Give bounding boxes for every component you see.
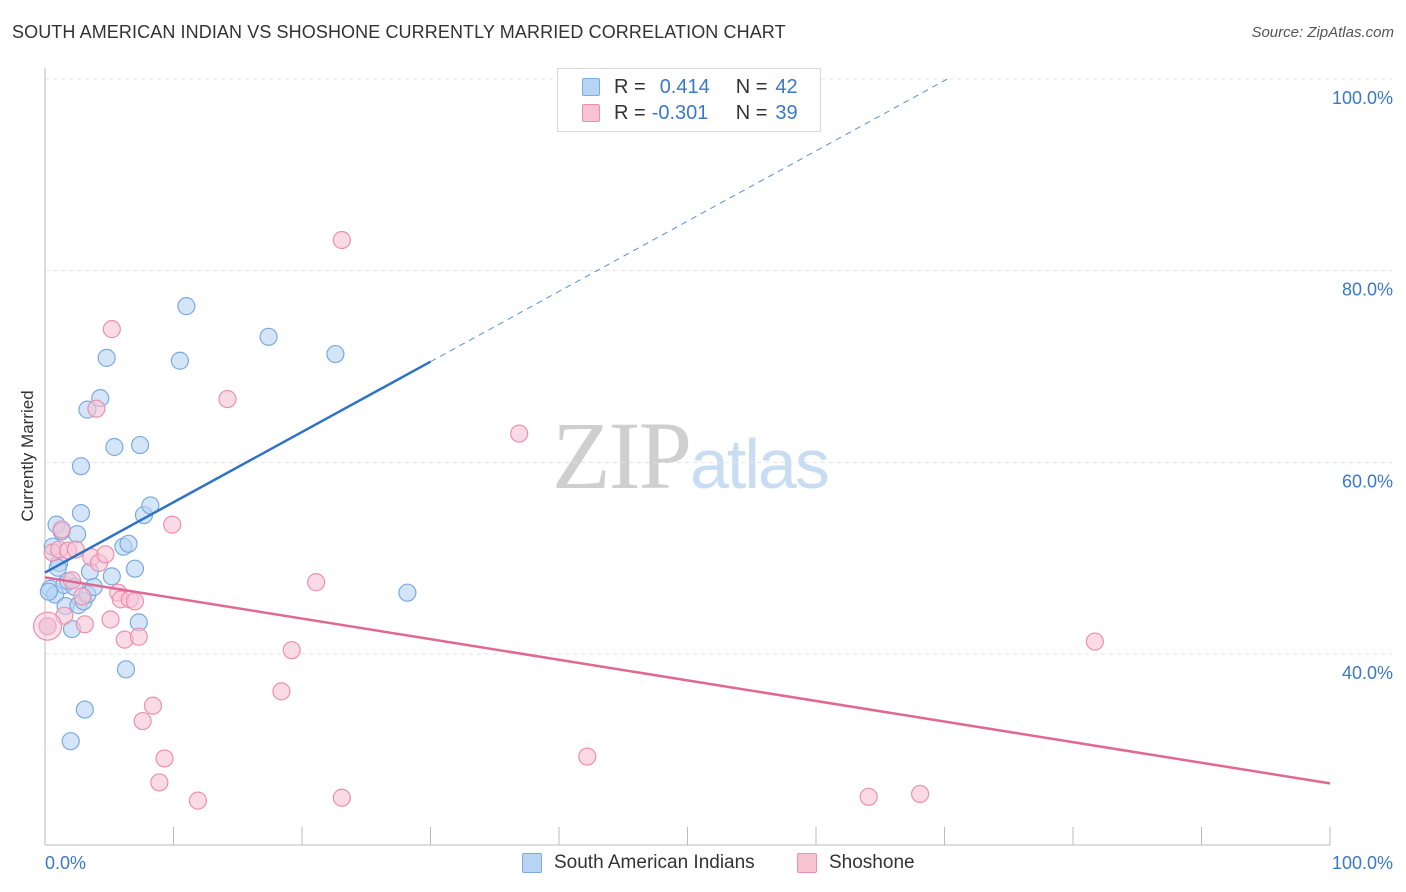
x-tick-label: 100.0% <box>1332 853 1393 873</box>
pink-swatch <box>797 853 817 873</box>
pink-point <box>73 587 92 606</box>
blue-point <box>326 344 345 364</box>
blue-point <box>39 582 58 601</box>
pink-point <box>87 399 106 418</box>
blue-swatch <box>582 78 600 96</box>
pink-point <box>282 641 301 660</box>
r-label: R = <box>614 101 646 124</box>
blue-point <box>170 351 190 370</box>
blue-point <box>68 525 87 544</box>
pink-point <box>218 389 237 409</box>
pink-point <box>510 424 529 443</box>
blue-point <box>61 732 80 751</box>
watermark-zip: ZIP <box>552 402 692 509</box>
y-tick-label: 40.0% <box>1342 663 1393 683</box>
pink-point <box>910 784 930 804</box>
r-value: -0.301 <box>651 101 709 124</box>
pink-trend-line <box>44 576 1331 785</box>
legend-item-shoshone: Shoshone <box>797 852 915 874</box>
legend-label: Shoshone <box>829 852 915 873</box>
blue-point <box>71 504 91 523</box>
blue-point <box>177 297 196 316</box>
pink-point <box>188 791 208 810</box>
series-legend: South American Indians Shoshone <box>0 852 1406 878</box>
stats-legend: R = 0.414 N = 42 R = -0.301 N = 39 <box>557 68 821 132</box>
blue-point <box>97 348 116 367</box>
blue-point <box>102 567 121 586</box>
legend-label: South American Indians <box>554 852 755 873</box>
pink-point <box>102 320 121 339</box>
blue-point <box>71 457 91 476</box>
watermark: ZIPatlas <box>552 400 830 511</box>
n-label: N = <box>735 101 768 124</box>
pink-point <box>52 520 71 539</box>
blue-point <box>75 700 94 719</box>
blue-point <box>125 559 145 578</box>
blue-point <box>105 437 124 457</box>
pink-point <box>125 592 145 611</box>
pink-point <box>859 787 878 806</box>
pink-point <box>75 615 94 634</box>
pink-point <box>272 682 291 701</box>
source-label: Source: ZipAtlas.com <box>1251 24 1394 41</box>
blue-point <box>130 435 150 455</box>
y-tick-label: 60.0% <box>1342 471 1393 491</box>
pink-point <box>143 696 163 715</box>
pink-point <box>133 711 152 731</box>
pink-point <box>332 230 351 250</box>
pink-point <box>96 545 115 564</box>
pink-point <box>150 773 169 792</box>
y-tick-label: 80.0% <box>1342 280 1393 300</box>
chart-title: SOUTH AMERICAN INDIAN VS SHOSHONE CURREN… <box>12 22 786 42</box>
pink-point <box>578 747 597 766</box>
pink-point <box>101 610 120 629</box>
blue-swatch <box>522 853 542 873</box>
watermark-atlas: atlas <box>690 425 830 503</box>
legend-item-south-american-indians: South American Indians <box>522 852 755 874</box>
pink-point-large <box>32 611 63 641</box>
pink-point <box>163 515 182 534</box>
blue-point <box>116 660 136 679</box>
pink-point <box>1085 632 1104 651</box>
pink-point <box>129 627 148 646</box>
y-tick-label: 100.0% <box>1332 88 1393 108</box>
n-label: N = <box>735 75 768 98</box>
pink-point <box>332 788 351 807</box>
pink-point <box>307 573 326 592</box>
blue-point <box>398 583 417 602</box>
n-value: 42 <box>775 75 798 98</box>
blue-point <box>259 327 278 346</box>
pink-swatch <box>582 104 600 122</box>
r-value: 0.414 <box>659 75 710 98</box>
legend-row-south-american-indians: R = 0.414 N = 42 <box>582 75 798 99</box>
r-label: R = <box>614 75 646 98</box>
legend-row-shoshone: R = -0.301 N = 39 <box>582 101 798 125</box>
blue-point <box>119 534 138 553</box>
n-value: 39 <box>775 101 798 124</box>
pink-point <box>155 749 174 768</box>
x-tick-label: 0.0% <box>45 853 86 873</box>
blue-trend-line <box>44 360 432 574</box>
